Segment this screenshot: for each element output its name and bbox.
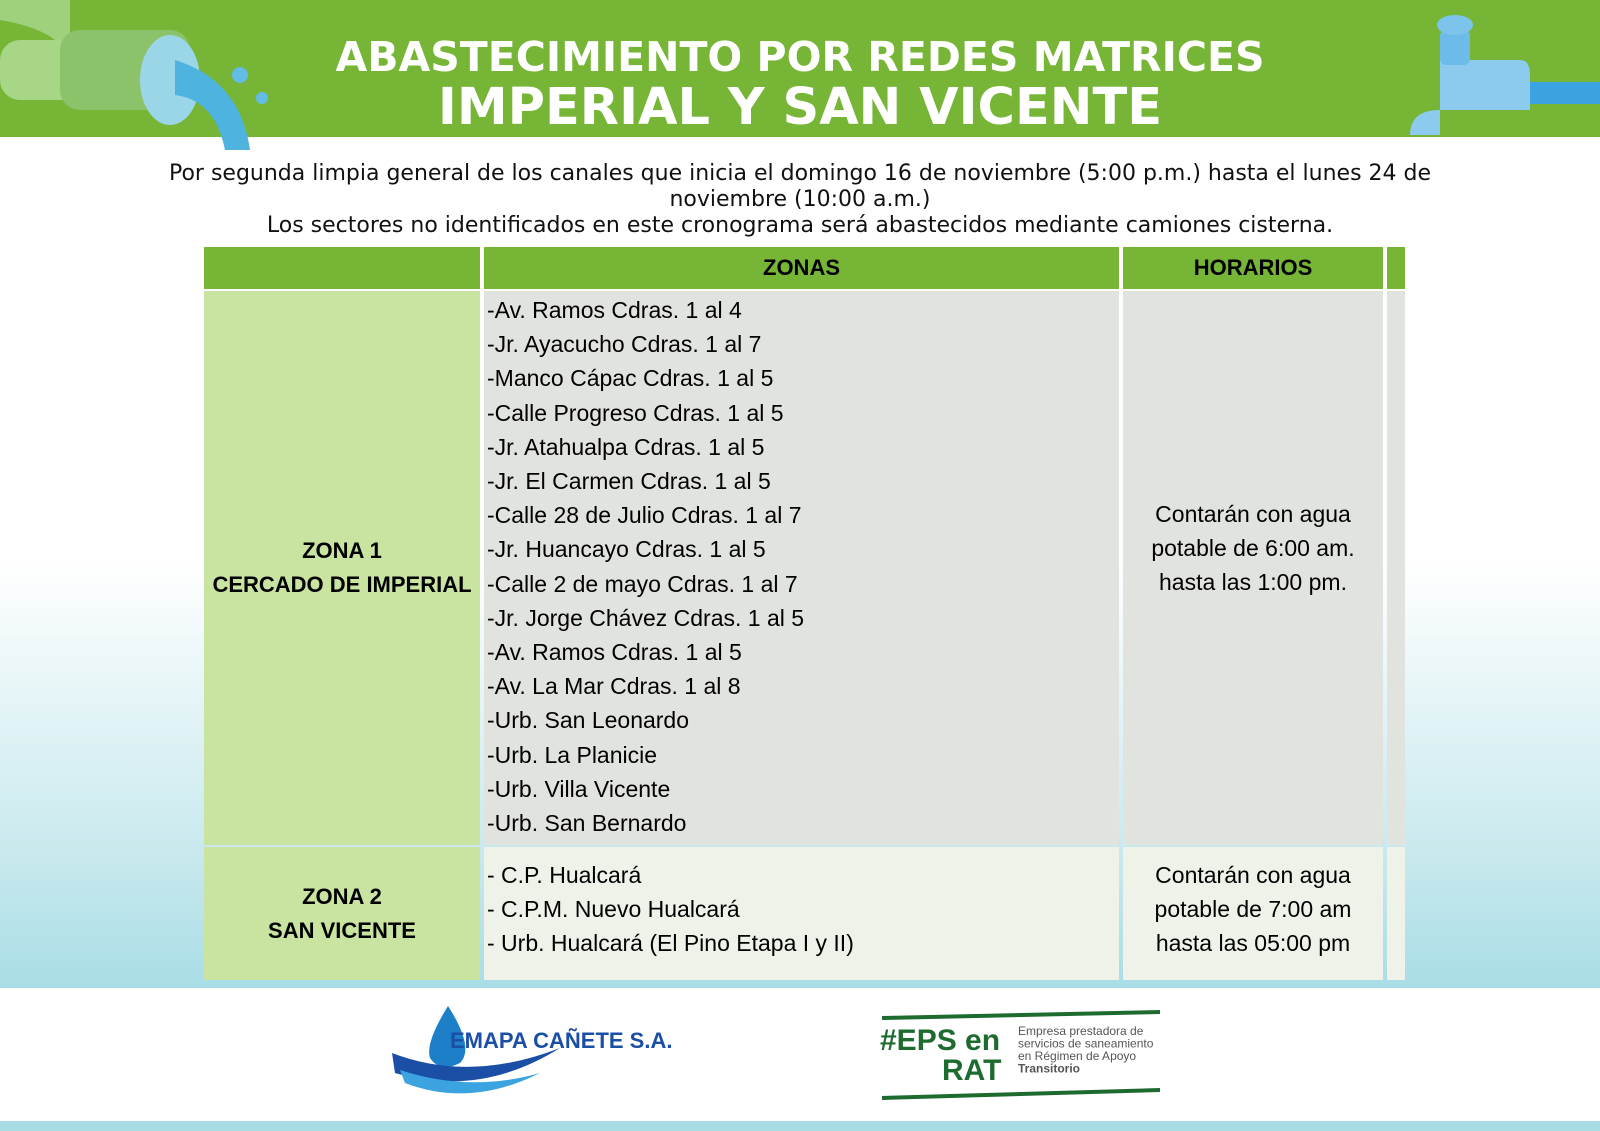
logo2-line2: RAT [942,1054,1001,1087]
streets-cell: - C.P. Hualcará - C.P.M. Nuevo Hualcará - … [484,847,1119,980]
schedule-line: potable de 6:00 am. [1151,535,1355,561]
intro-line1: Por segunda limpia general de los canale… [168,161,1432,212]
logo2-text: en Régimen de Apoyo [1018,1049,1136,1063]
header-cell: HORARIOS [1123,247,1383,289]
zone-label: SAN VICENTE [268,917,416,943]
zone-cell: ZONA 1 CERCADO DE IMPERIAL [204,291,480,845]
streets-cell: -Av. Ramos Cdras. 1 al 4 -Jr. Ayacucho Cd… [484,291,1119,845]
schedule-line: Contarán con agua [1155,861,1351,888]
street: -Av. Ramos Cdras. 1 al 5 [487,639,742,666]
intro: Por segunda limpia general de los canale… [165,161,1435,239]
zone-label: ZONA 1 [302,538,382,563]
header-cell [204,247,480,289]
zone-label: CERCADO DE IMPERIAL [212,572,472,597]
street: - C.P.M. Nuevo Hualcará [487,896,740,923]
schedule-line: hasta las 1:00 pm. [1159,569,1347,595]
street: -Urb. La Planicie [487,741,658,768]
header-band: ABASTECIMIENTO POR REDES MATRICES IMPERI… [0,0,1600,150]
logo1: EMAPA CAÑETE S.A. [450,1028,672,1053]
street: -Av. Ramos Cdras. 1 al 4 [487,297,742,323]
schedule-cell: Contarán con agua potable de 7:00 am hasta… [1123,847,1383,980]
street: -Urb. San Leonardo [487,707,690,734]
zone-label: ZONA 2 [302,883,382,909]
footer: EMAPA CAÑETE S.A. #EPS en RAT Empresa pr… [0,988,1600,1121]
logo2-text: servicios de saneamiento [1018,1037,1154,1051]
street: -Jr. Jorge Chávez Cdras. 1 al 5 [487,604,805,631]
spacer-cell [1387,291,1405,845]
decor [0,0,1600,150]
logo2-text: Empresa prestadora de [1018,1024,1144,1038]
zone-cell: ZONA 2 SAN VICENTE [204,847,480,980]
bottom-strip [0,1121,1600,1131]
street: -Urb. San Bernardo [487,810,687,837]
schedule-line: hasta las 05:00 pm [1155,929,1351,956]
street: -Calle Progreso Cdras. 1 al 5 [487,399,784,426]
street: -Jr. El Carmen Cdras. 1 al 5 [487,468,771,495]
street: - C.P. Hualcará [487,862,642,888]
street: -Urb. Villa Vicente [487,775,671,802]
title-line2: IMPERIAL Y SAN VICENTE [437,78,1163,137]
street: -Calle 2 de mayo Cdras. 1 al 7 [487,570,798,597]
schedule-line: potable de 7:00 am [1154,895,1352,922]
street: -Av. La Mar Cdras. 1 al 8 [487,673,741,700]
street: -Manco Cápac Cdras. 1 al 5 [487,365,774,392]
logo2-line1: #EPS en [880,1024,1000,1057]
street: -Jr. Ayacucho Cdras. 1 al 7 [487,331,762,358]
street: -Jr. Huancayo Cdras. 1 al 5 [487,536,766,563]
logos: EMAPA CAÑETE S.A. #EPS en RAT Empresa pr… [392,1006,1161,1100]
intro-line2: Los sectores no identificados en este cr… [266,213,1334,238]
street: -Calle 28 de Julio Cdras. 1 al 7 [487,502,802,529]
schedule-line: Contarán con agua [1155,501,1351,527]
street: - Urb. Hualcará (El Pino Etapa I y II) [487,930,854,957]
street: -Jr. Atahualpa Cdras. 1 al 5 [487,433,765,460]
header-cell: ZONAS [484,247,1119,289]
schedule-cell: Contarán con agua potable de 6:00 am. hast… [1123,291,1383,845]
title-line1: ABASTECIMIENTO POR REDES MATRICES [335,33,1265,81]
header-cell [1387,247,1405,289]
spacer-cell [1387,847,1405,980]
logo2-text: Transitorio [1018,1062,1080,1076]
